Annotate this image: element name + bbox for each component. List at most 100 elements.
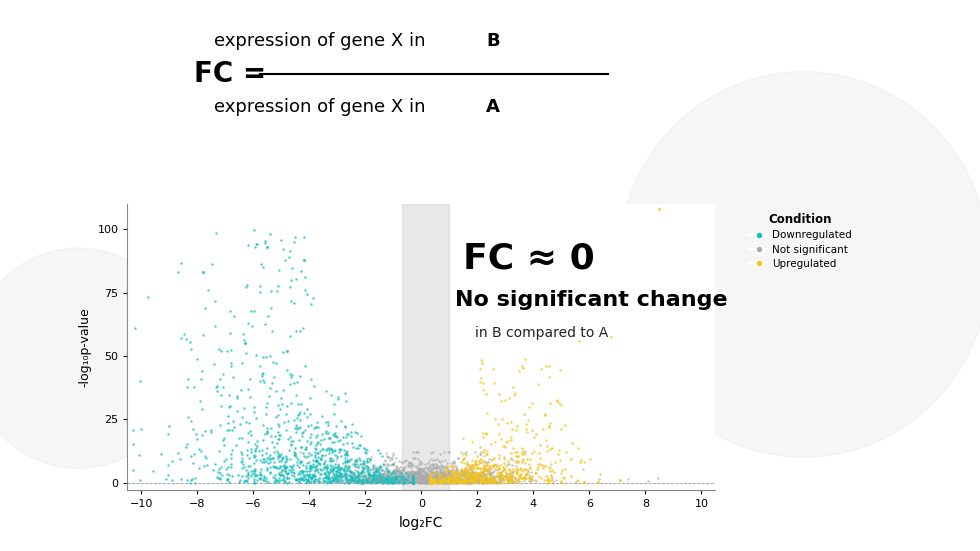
Point [412,464,427,473]
Point [270,438,285,447]
Point [234,413,250,422]
Point [321,469,337,478]
Point [501,394,516,403]
Point [411,471,426,479]
Point [396,467,412,476]
Point [468,472,484,480]
Point [498,396,514,404]
Point [460,469,475,478]
Point [521,476,537,485]
Point [403,469,418,478]
Point [283,462,299,471]
Point [431,476,447,485]
Point [140,293,156,301]
Point [443,477,459,486]
Point [441,468,457,477]
Point [408,467,423,476]
Point [249,456,265,464]
Point [423,477,439,486]
Point [257,237,272,246]
Point [387,472,403,481]
Point [451,470,466,479]
Point [435,462,451,471]
Point [493,469,509,478]
Point [459,476,474,485]
Point [235,329,251,338]
Point [414,477,429,485]
Point [456,476,471,485]
Point [381,474,397,483]
Point [447,468,463,477]
Point [436,474,452,483]
Point [497,478,513,487]
Point [479,469,495,478]
Point [431,471,447,479]
Point [439,462,455,471]
Point [421,466,437,475]
Point [244,322,260,331]
Point [395,475,411,484]
Point [453,477,468,485]
Point [194,375,210,384]
Point [467,476,483,484]
Point [382,478,398,487]
Point [320,471,336,480]
Point [183,452,199,461]
Point [416,473,432,482]
Point [403,476,418,484]
Point [360,476,375,484]
Point [382,454,398,463]
Point [440,448,456,457]
Point [446,478,462,487]
Point [380,472,396,480]
Point [214,401,229,410]
Point [413,478,428,487]
Point [412,466,427,474]
Point [444,477,460,485]
Point [383,473,399,482]
Y-axis label: -log₁₀p-value: -log₁₀p-value [78,307,92,387]
Point [467,448,483,457]
Point [456,475,471,484]
Point [385,474,401,483]
Point [386,477,402,486]
Point [433,472,449,481]
Point [255,436,270,445]
Point [386,473,402,482]
Point [365,476,380,485]
Point [324,447,340,456]
Point [352,471,368,480]
Point [196,461,212,470]
Point [355,460,370,469]
Point [483,470,499,479]
Point [338,473,354,482]
Point [368,468,384,477]
Point [429,455,445,463]
Point [384,477,400,485]
Point [472,476,488,485]
Point [394,477,410,486]
Point [422,463,438,472]
Point [413,477,428,485]
Point [489,478,505,487]
Point [553,477,568,486]
Point [403,470,418,479]
Point [263,457,278,466]
Point [344,468,360,477]
Point [476,452,492,461]
Point [422,472,438,480]
Point [383,478,399,487]
Point [393,468,409,477]
Point [264,453,279,462]
Point [464,476,479,485]
Point [422,472,438,481]
Point [341,462,357,471]
Point [510,447,525,456]
Point [413,475,428,484]
Point [416,474,432,483]
Point [454,476,469,484]
Point [265,379,280,387]
Point [462,472,477,481]
Point [451,473,466,482]
Point [183,476,199,484]
